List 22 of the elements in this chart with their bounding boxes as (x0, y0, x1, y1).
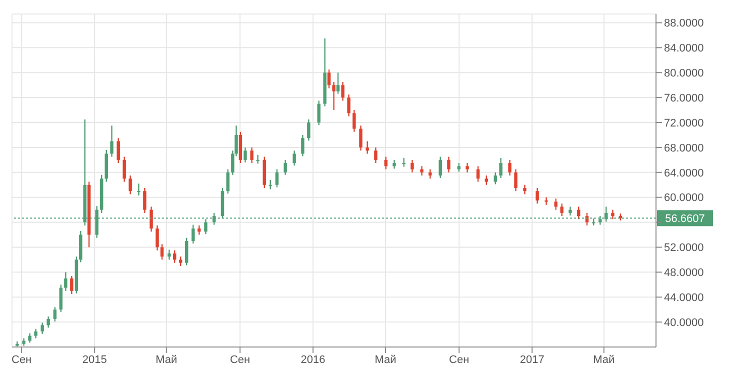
x-tick-label: Май (593, 354, 615, 366)
x-tick-label: Май (374, 354, 396, 366)
y-tick-label: 40.0000 (664, 316, 704, 329)
y-tick-label: 84.0000 (664, 42, 704, 55)
y-tick-label: 76.0000 (664, 92, 704, 104)
x-tick-label: 2017 (520, 354, 544, 366)
y-tick-label: 48.0000 (664, 267, 704, 280)
y-tick-label: 72.0000 (664, 117, 704, 130)
x-tick-label: Май (156, 354, 178, 366)
y-tick-label: 68.0000 (664, 142, 704, 154)
ref-line-label: 56.6607 (665, 213, 705, 226)
x-tick-label: Сен (230, 354, 250, 366)
x-tick-label: 2015 (82, 354, 107, 366)
x-tick-label: Сен (12, 354, 32, 366)
x-tick-label: 2016 (300, 354, 326, 366)
y-tick-label: 44.0000 (664, 292, 704, 304)
x-tick-label: Сен (449, 354, 470, 366)
y-tick-label: 60.0000 (664, 192, 704, 204)
y-tick-label: 88.0000 (664, 18, 704, 30)
y-tick-label: 52.0000 (664, 242, 704, 254)
y-tick-label: 64.0000 (664, 167, 704, 180)
y-tick-label: 80.0000 (664, 68, 704, 80)
